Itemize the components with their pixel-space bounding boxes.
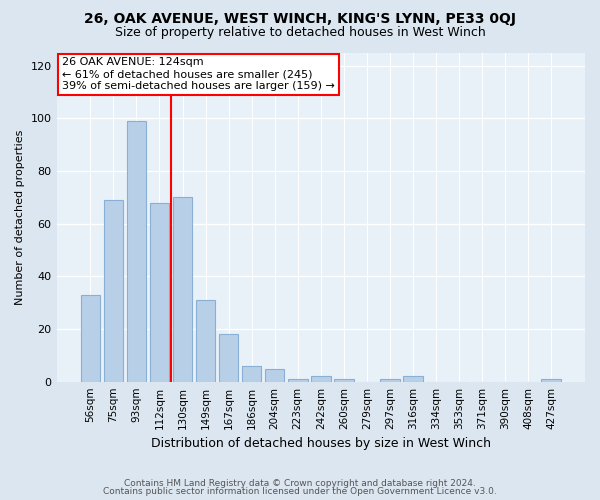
Text: Size of property relative to detached houses in West Winch: Size of property relative to detached ho… bbox=[115, 26, 485, 39]
Bar bbox=[219, 334, 238, 382]
Bar bbox=[196, 300, 215, 382]
Text: Contains HM Land Registry data © Crown copyright and database right 2024.: Contains HM Land Registry data © Crown c… bbox=[124, 478, 476, 488]
Bar bbox=[80, 295, 100, 382]
Bar bbox=[288, 379, 308, 382]
Bar bbox=[242, 366, 262, 382]
Bar bbox=[311, 376, 331, 382]
Bar bbox=[334, 379, 353, 382]
Bar bbox=[127, 121, 146, 382]
Y-axis label: Number of detached properties: Number of detached properties bbox=[15, 130, 25, 305]
X-axis label: Distribution of detached houses by size in West Winch: Distribution of detached houses by size … bbox=[151, 437, 491, 450]
Bar bbox=[403, 376, 423, 382]
Bar bbox=[541, 379, 561, 382]
Bar bbox=[265, 368, 284, 382]
Bar bbox=[149, 202, 169, 382]
Text: 26 OAK AVENUE: 124sqm
← 61% of detached houses are smaller (245)
39% of semi-det: 26 OAK AVENUE: 124sqm ← 61% of detached … bbox=[62, 58, 335, 90]
Bar bbox=[173, 198, 193, 382]
Bar bbox=[380, 379, 400, 382]
Text: 26, OAK AVENUE, WEST WINCH, KING'S LYNN, PE33 0QJ: 26, OAK AVENUE, WEST WINCH, KING'S LYNN,… bbox=[84, 12, 516, 26]
Text: Contains public sector information licensed under the Open Government Licence v3: Contains public sector information licen… bbox=[103, 487, 497, 496]
Bar bbox=[104, 200, 123, 382]
